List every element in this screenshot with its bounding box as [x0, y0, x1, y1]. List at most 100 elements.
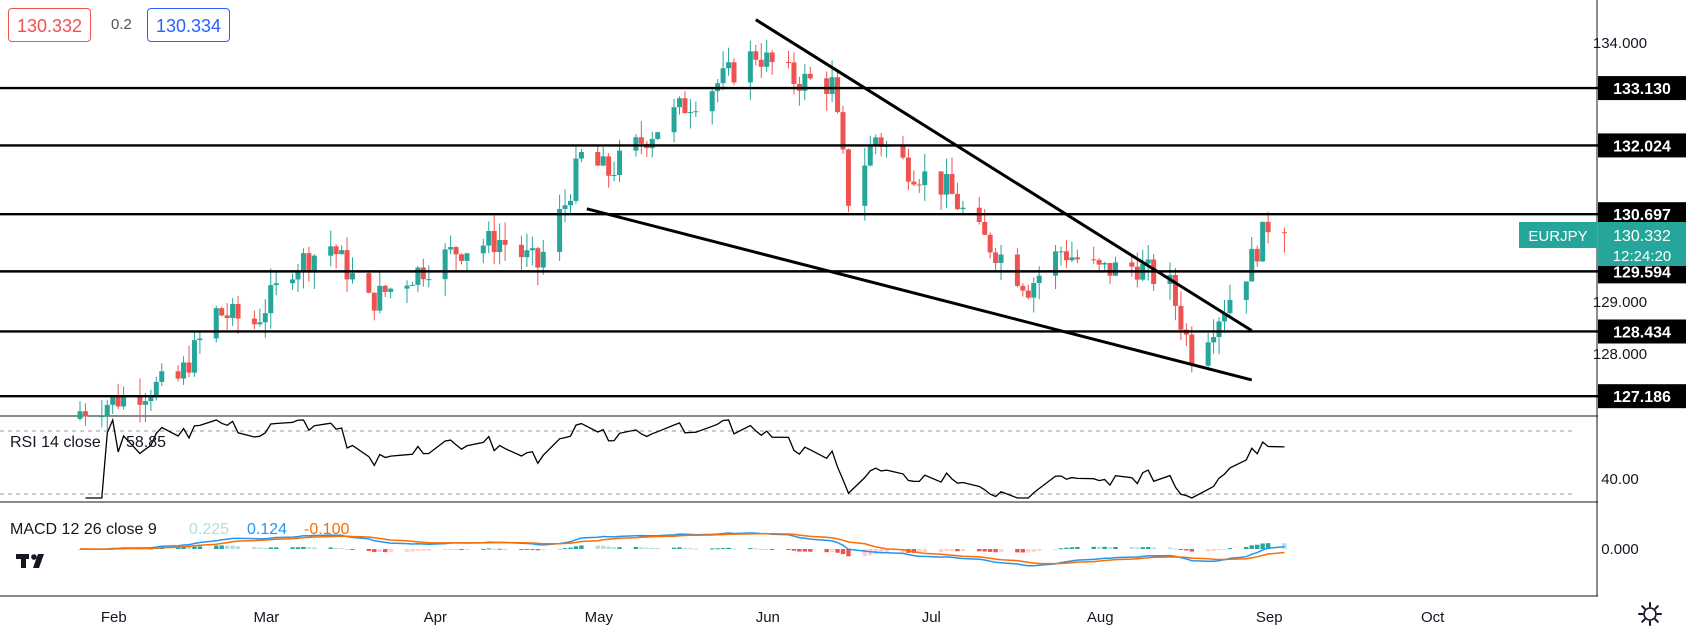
- candle: [121, 386, 127, 410]
- y-tick-label: 129.000: [1593, 294, 1647, 311]
- macd-hist-bar: [328, 547, 333, 549]
- price-axis[interactable]: 134.000 129.000 128.000: [1593, 35, 1647, 363]
- candle: [753, 44, 759, 66]
- candle: [502, 222, 508, 261]
- candle: [104, 399, 110, 431]
- level-label: 129.594: [1613, 264, 1671, 281]
- bid-price-box[interactable]: 130.332: [8, 8, 92, 42]
- macd-hist-bar: [677, 547, 682, 549]
- candle: [998, 244, 1004, 281]
- chart-frame: [0, 0, 1598, 597]
- candle: [1063, 240, 1069, 269]
- candle-body: [1096, 260, 1102, 265]
- level-label: 128.434: [1613, 324, 1671, 341]
- candle: [786, 50, 791, 69]
- macd-hist-bar: [802, 549, 808, 552]
- macd-hist-bar: [274, 547, 279, 549]
- candle: [845, 148, 851, 213]
- trendline: [586, 207, 1253, 382]
- macd-pane[interactable]: MACD 12 26 close 9 0.225 0.124 -0.100 0.…: [10, 521, 1639, 567]
- candle-body: [219, 308, 225, 316]
- candle-body: [993, 252, 999, 263]
- candle-body: [595, 151, 601, 166]
- gear-icon[interactable]: [1636, 600, 1664, 628]
- candle: [1265, 211, 1271, 244]
- candle: [1069, 241, 1075, 263]
- candle-body: [99, 416, 105, 418]
- candle-body: [1189, 334, 1195, 366]
- macd-hist-bar: [1140, 547, 1145, 549]
- candle: [682, 91, 688, 114]
- macd-hist-bar: [312, 547, 317, 549]
- candle: [464, 252, 470, 272]
- ask-price-box[interactable]: 130.334: [147, 8, 231, 42]
- candle: [862, 147, 868, 221]
- candle: [1249, 237, 1255, 282]
- candle: [709, 86, 715, 125]
- macd-hist-bar: [252, 547, 257, 549]
- macd-hist-bar: [1113, 547, 1118, 549]
- level-label: 132.024: [1613, 138, 1671, 155]
- macd-hist-bar: [639, 547, 644, 549]
- candle-body: [371, 292, 377, 311]
- macd-hist-bar: [987, 549, 993, 552]
- macd-hist-bar: [922, 549, 927, 552]
- candle-body: [110, 396, 116, 405]
- candle: [1107, 262, 1113, 284]
- symbol-label: EURJPY: [1528, 228, 1587, 245]
- candle-body: [1254, 248, 1260, 262]
- candle: [219, 306, 225, 317]
- candle-body: [300, 253, 306, 272]
- macd-hist-bar: [611, 547, 617, 549]
- macd-hist-bar: [720, 547, 726, 549]
- macd-hist-bar: [1037, 549, 1042, 551]
- candle-body: [273, 283, 279, 286]
- candle: [235, 296, 241, 334]
- macd-hist-bar: [263, 547, 268, 549]
- macd-hist-bar: [1167, 547, 1173, 549]
- macd-hist-bar: [404, 549, 410, 552]
- spread-value: 0.2: [111, 16, 132, 33]
- candle-body: [197, 338, 203, 341]
- macd-hist-bar: [1255, 544, 1260, 549]
- macd-hist-bar: [671, 547, 677, 549]
- candle: [960, 201, 966, 215]
- candle-body: [213, 308, 219, 339]
- candle: [644, 140, 650, 157]
- macd-hist-bar: [1151, 547, 1156, 549]
- macd-hist-bar: [1129, 547, 1135, 549]
- candle: [796, 76, 802, 106]
- macd-hist-bar: [846, 549, 851, 557]
- candle: [82, 403, 88, 426]
- macd-hist-bar: [301, 546, 306, 549]
- macd-hist-bar: [1053, 549, 1058, 550]
- candle-body: [867, 145, 873, 166]
- candle: [671, 98, 677, 143]
- macd-hist-bar: [230, 545, 235, 549]
- candle: [1129, 254, 1135, 277]
- candle: [606, 153, 612, 188]
- macd-hist-bar: [1026, 549, 1031, 553]
- candle-body: [404, 285, 410, 289]
- candle-body: [137, 395, 143, 405]
- candle: [1020, 283, 1026, 297]
- candle: [524, 233, 530, 268]
- candle-body: [1069, 257, 1075, 261]
- candle-body: [502, 239, 508, 245]
- candle-body: [600, 156, 606, 166]
- candle: [404, 280, 410, 304]
- time-axis[interactable]: Feb Mar Apr May Jun Jul Aug Sep Oct: [101, 609, 1445, 626]
- candle: [1025, 284, 1031, 300]
- macd-hist-bar: [1211, 549, 1216, 552]
- macd-hist-bar: [1216, 549, 1222, 551]
- rsi-pane[interactable]: RSI 14 close 58.85 40.00: [0, 417, 1639, 499]
- macd-hist-bar: [900, 549, 906, 553]
- candle: [1031, 277, 1037, 313]
- candle-body: [1025, 290, 1031, 298]
- macd-hist-bar: [1069, 547, 1075, 549]
- symbol-badge[interactable]: EURJPY 130.332 12:24:20: [1519, 222, 1686, 266]
- candle-body: [350, 273, 355, 280]
- macd-hist-bar: [617, 547, 622, 549]
- x-tick-label: May: [585, 609, 614, 626]
